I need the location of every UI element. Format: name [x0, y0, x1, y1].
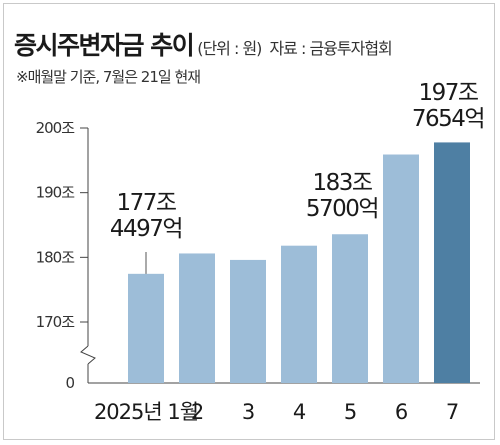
y-tick-label: 190조 [36, 184, 76, 202]
bar [383, 154, 419, 383]
chart-title: 증시주변자금 추이 [14, 31, 195, 60]
bar [281, 245, 317, 383]
x-tick-label: 5 [344, 400, 356, 424]
x-tick-label: 2025년 1월 [94, 400, 198, 424]
data-label: 7654억 [412, 106, 484, 132]
axis-break [80, 345, 96, 365]
x-tick-label: 7 [446, 400, 458, 424]
bar [230, 259, 266, 383]
bar [128, 273, 164, 383]
bar [434, 142, 470, 383]
bar [179, 253, 215, 383]
x-tick-label: 2 [191, 400, 203, 424]
data-label: 197조 [418, 80, 477, 106]
bar [332, 234, 368, 383]
y-tick-label: 0 [65, 374, 74, 392]
data-label: 4497억 [110, 216, 182, 242]
x-tick-label: 6 [395, 400, 408, 424]
unit-label: (단위 : 원) [197, 39, 262, 58]
source-label: 자료 : 금융투자협회 [269, 39, 392, 58]
chart-note: ※매월말 기준, 7월은 21일 현재 [16, 68, 201, 86]
x-tick-label: 4 [293, 400, 306, 424]
y-tick-label: 200조 [36, 119, 76, 137]
y-tick-label: 170조 [36, 313, 76, 331]
x-tick-label: 3 [242, 400, 254, 424]
data-label: 183조 [312, 170, 371, 196]
title-row: 증시주변자금 추이 (단위 : 원) 자료 : 금융투자협회 [14, 26, 393, 62]
data-label: 177조 [116, 190, 175, 216]
data-label: 5700억 [306, 196, 378, 222]
chart-frame [3, 3, 495, 440]
y-tick-label: 180조 [36, 248, 76, 266]
